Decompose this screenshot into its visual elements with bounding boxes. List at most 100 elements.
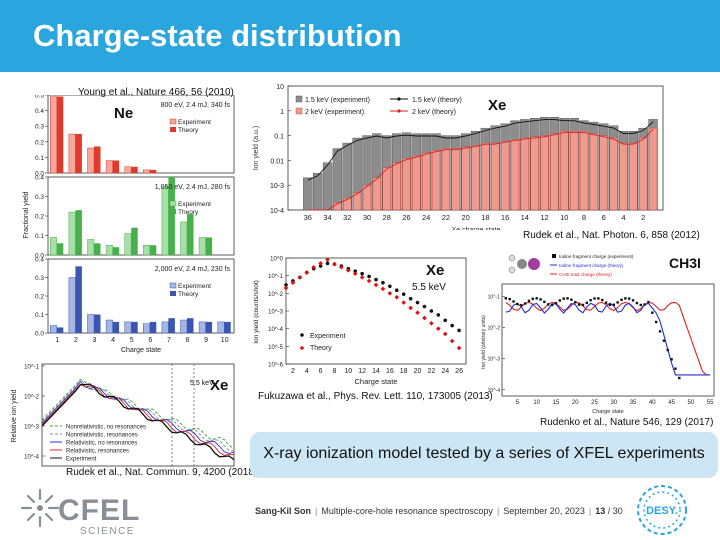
xesc-exp-point <box>394 288 399 293</box>
xeln-legend-label: Nonrelativistic, no resonances <box>66 425 146 431</box>
xesc-xtick-label: 26 <box>455 368 463 375</box>
ne-row-condition: 1,050 eV, 2.4 mJ, 280 fs <box>155 184 231 191</box>
ne-row-condition: 800 eV, 2.4 mJ, 340 fs <box>161 102 231 109</box>
ne-exp-bar <box>198 321 206 334</box>
xesc-legend-label: Experiment <box>310 333 345 340</box>
ch3i-legend-label: Iodine fragment charge (theory) <box>559 263 624 268</box>
xesc-theory-point <box>401 300 406 305</box>
xeln-ylabel: Relative ion yield <box>11 389 18 442</box>
ch3i-exp-point <box>639 303 642 307</box>
xebar-ytick-label: 1 <box>280 109 284 116</box>
ne-exp-bar <box>143 169 151 174</box>
xesc-xtick-label: 22 <box>427 368 435 375</box>
xebar-xtick-label: 10 <box>560 213 568 222</box>
xeln-ytick-label: 10^-1 <box>24 365 39 371</box>
ne-xtick-label: 2 <box>74 337 78 344</box>
xesc-exp-point <box>381 280 385 285</box>
xesc-theory-point <box>422 315 427 321</box>
ch3i-exp-point <box>554 302 558 305</box>
xesc-theory-point <box>408 305 413 311</box>
ne-theory-bar <box>205 237 213 255</box>
xebar-legend-label: 1.5 keV (experiment) <box>305 97 370 104</box>
ne-exp-bar <box>105 160 113 174</box>
ch3i-exp-point <box>512 300 515 303</box>
xeln-legend-label: Nonrelativistic, resonances <box>66 433 138 439</box>
xesc-theory-point <box>394 294 400 300</box>
xebar-exp-bar-2 <box>441 148 451 211</box>
ne-exp-bar <box>124 166 132 174</box>
ne-legend-swatch <box>169 118 177 125</box>
xebar-xlabel: Xe charge state <box>451 227 500 230</box>
xeln-legend-label: Relativistic, no resonances <box>66 441 137 447</box>
xebar-exp-bar-2 <box>560 131 569 211</box>
xebar-exp-bar <box>313 173 323 211</box>
ne-theory-bar <box>75 134 82 173</box>
ne-theory-bar <box>187 214 194 255</box>
ne-xtick-label: 4 <box>111 337 115 344</box>
ch3i-exp-point <box>593 297 596 300</box>
xebar-ytick-label: 10 <box>276 84 284 91</box>
xesc-theory-point <box>456 345 462 351</box>
ne-theory-bar <box>205 321 213 333</box>
ne-theory-bar <box>94 243 101 255</box>
xesc-xlabel: Charge state <box>355 377 398 386</box>
xesc-xtick-label: 10 <box>344 368 352 375</box>
xebar-xtick-label: 22 <box>442 213 450 222</box>
xebar-xtick-label: 24 <box>422 213 430 222</box>
ch3i-xlabel: Charge state <box>592 409 624 415</box>
xebar-xtick-label: 12 <box>540 213 548 222</box>
xesc-theory-point <box>387 291 393 296</box>
ch3i-exp-point <box>647 300 650 304</box>
xesc-theory-point <box>449 338 455 344</box>
xeln-legend-label: Relativistic, resonances <box>66 449 129 455</box>
ne-xtick-label: 9 <box>204 337 208 344</box>
ch3i-xtick-label: 50 <box>688 400 695 406</box>
xebar-exp-bar-2 <box>550 133 559 211</box>
cfel-logo: CFEL SCIENCE <box>20 488 139 536</box>
ch3i-ytick-label: 10^-2 <box>488 326 501 332</box>
ch3i-xtick-label: 30 <box>610 400 617 406</box>
xebar-exp-bar-2 <box>609 137 618 211</box>
xebar-exp-bar-2 <box>343 197 352 211</box>
ne-theory-bar <box>56 243 64 255</box>
xesc-legend-label: Theory <box>310 345 332 352</box>
ch3i-exp-point <box>616 301 619 304</box>
ch3i-xtick-label: 15 <box>553 400 560 406</box>
xesc-xtick-label: 14 <box>372 368 380 375</box>
cfel-burst-icon <box>20 488 60 528</box>
ch3i-figure: 10^-1 10^-2 10^-3 10^-4 5 10 15 20 25 30 35 40 45 50 5… <box>481 254 715 415</box>
ch3i-exp-point <box>635 301 639 305</box>
ch3i-ylabel: Ion yield (arbitrary units) <box>481 315 487 369</box>
ch3i-exp-point <box>674 367 677 370</box>
ne-ylabel: Fractional yield <box>23 191 30 238</box>
xebar-legend-label: 2 keV (theory) <box>412 109 456 116</box>
xebar-exp-bar-2 <box>412 155 421 211</box>
xebar-ytick-label: 0.01 <box>270 158 284 165</box>
xebar-exp-bar <box>303 177 313 211</box>
xebar-exp-bar-2 <box>451 148 460 211</box>
xesc-xtick-label: 24 <box>441 368 449 375</box>
ne-exp-bar <box>68 277 76 334</box>
xebar-ytick-label: 0.1 <box>274 134 284 141</box>
ch3i-exp-point <box>612 303 615 306</box>
xebar-exp-bar-2 <box>352 192 362 211</box>
ch3i-exp-point <box>543 300 546 304</box>
desy-logo: DESY. <box>637 485 687 535</box>
ne-xtick-label: 6 <box>148 337 152 344</box>
ne-legend-exp: Experiment <box>178 283 211 290</box>
xesc-theory-point <box>297 275 303 280</box>
xebar-exp-bar-2 <box>491 142 500 211</box>
ch3i-exp-point <box>658 330 662 333</box>
xebar-ytick-label: 10-4 <box>270 208 284 215</box>
xesc-legend-marker <box>299 345 305 351</box>
xesc-ytick-label: 10^-3 <box>268 310 283 316</box>
ch3i-exp-point <box>523 302 527 305</box>
xebar-legend-label: 1.5 keV (theory) <box>412 97 462 104</box>
ne-xtick-label: 7 <box>167 337 171 344</box>
xesc-exp-point <box>415 300 420 305</box>
xebar-ytick-label: 10-3 <box>270 183 284 190</box>
ne-legend-theory: Theory <box>178 127 199 134</box>
ch3i-legend-label: CH3I total charge (theory) <box>559 272 612 277</box>
ch3i-exp-point <box>624 297 627 300</box>
